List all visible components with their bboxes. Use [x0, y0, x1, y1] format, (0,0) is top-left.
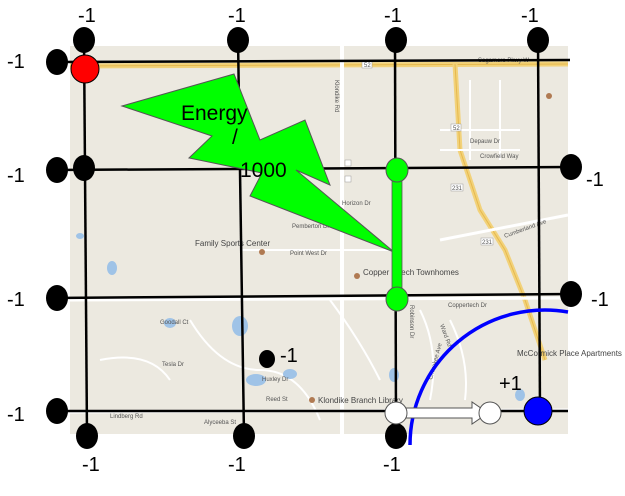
reward-label-bottom: -1	[228, 454, 246, 476]
green-path-node	[385, 286, 409, 312]
map-road-label: Robinson Dr	[408, 305, 414, 338]
grid-line-vertical	[82, 37, 89, 437]
grid-line-vertical	[536, 37, 542, 415]
map-place-label: McCormick Place Apartments	[517, 349, 622, 358]
grid-node	[259, 350, 275, 368]
map-shield-label: 231	[482, 240, 493, 246]
energy-label-line2: /	[232, 126, 238, 149]
map-road-label: Reed St	[266, 397, 288, 403]
green-path-segment	[391, 169, 403, 299]
grid-node	[73, 155, 95, 181]
map-shield-label: 52	[364, 63, 371, 69]
grid-node	[46, 285, 68, 311]
map-road-label: Point West Dr	[290, 251, 327, 257]
grid-node	[73, 27, 95, 53]
reward-label-top: -1	[78, 5, 96, 27]
map-road-label: Goodall Ct	[160, 320, 189, 326]
map-road-label: Horizon Dr	[342, 201, 371, 207]
map-place-label: Copper Beech Townhomes	[363, 268, 459, 277]
map-place-label: Klondike Branch Library	[318, 396, 403, 405]
grid-node	[527, 27, 549, 53]
map-road-label: Coppertech Dr	[448, 303, 487, 309]
grid-node	[76, 423, 98, 449]
reward-label-left: -1	[7, 404, 25, 426]
reward-label-inner: -1	[280, 345, 298, 367]
map-road-label: Depauw Dr	[470, 139, 500, 145]
map-place-label: Family Sports Center	[195, 239, 270, 248]
grid-node	[560, 154, 582, 180]
map-road-label: Klondike Rd	[333, 80, 339, 112]
black-nodes	[46, 27, 582, 449]
grid-node	[560, 281, 582, 307]
grid-node	[227, 27, 249, 53]
map-road-label: Lindberg Rd	[110, 414, 143, 420]
reward-label-top: -1	[384, 5, 402, 27]
reward-label-left: -1	[7, 289, 25, 311]
reward-labels: -1 -1 -1 -1 -1 -1 -1 -1 -1 -1 -1 -1 -1 -…	[7, 5, 609, 476]
goal-reward-label: +1	[499, 373, 522, 395]
grid-node	[46, 49, 68, 75]
reward-label-bottom: -1	[82, 454, 100, 476]
reward-label-right: -1	[586, 169, 604, 191]
grid-node	[385, 27, 407, 53]
white-path-node	[478, 401, 502, 425]
energy-lightning-bolt	[120, 73, 395, 253]
grid-node	[233, 423, 255, 449]
reward-label-top: -1	[521, 5, 539, 27]
grid-line-horizontal	[51, 292, 573, 300]
energy-label-line3: 1000	[240, 159, 287, 182]
energy-label-line1: Energy	[181, 102, 248, 125]
white-path-node	[384, 401, 408, 425]
map-road-label: Tesla Dr	[162, 362, 184, 368]
reward-label-left: -1	[7, 51, 25, 73]
green-path-node	[385, 157, 409, 183]
grid-node	[385, 423, 407, 449]
grid-node	[46, 157, 68, 183]
map-shield-label: 231	[452, 186, 463, 192]
reward-label-bottom: -1	[383, 454, 401, 476]
reward-label-left: -1	[7, 165, 25, 187]
grid-line-horizontal	[51, 58, 571, 64]
start-node	[70, 54, 100, 84]
map-road-label: Crowfield Way	[480, 154, 518, 160]
map-road-label: Alyceeba St	[204, 420, 236, 426]
goal-node	[523, 396, 553, 426]
reward-label-right: -1	[591, 289, 609, 311]
map-road-label: Huxley Dr	[262, 377, 288, 383]
map-road-label: Pemberton Dr	[292, 224, 329, 230]
reward-label-top: -1	[228, 5, 246, 27]
grid-node	[46, 398, 68, 424]
map-shield-label: 52	[453, 126, 460, 132]
